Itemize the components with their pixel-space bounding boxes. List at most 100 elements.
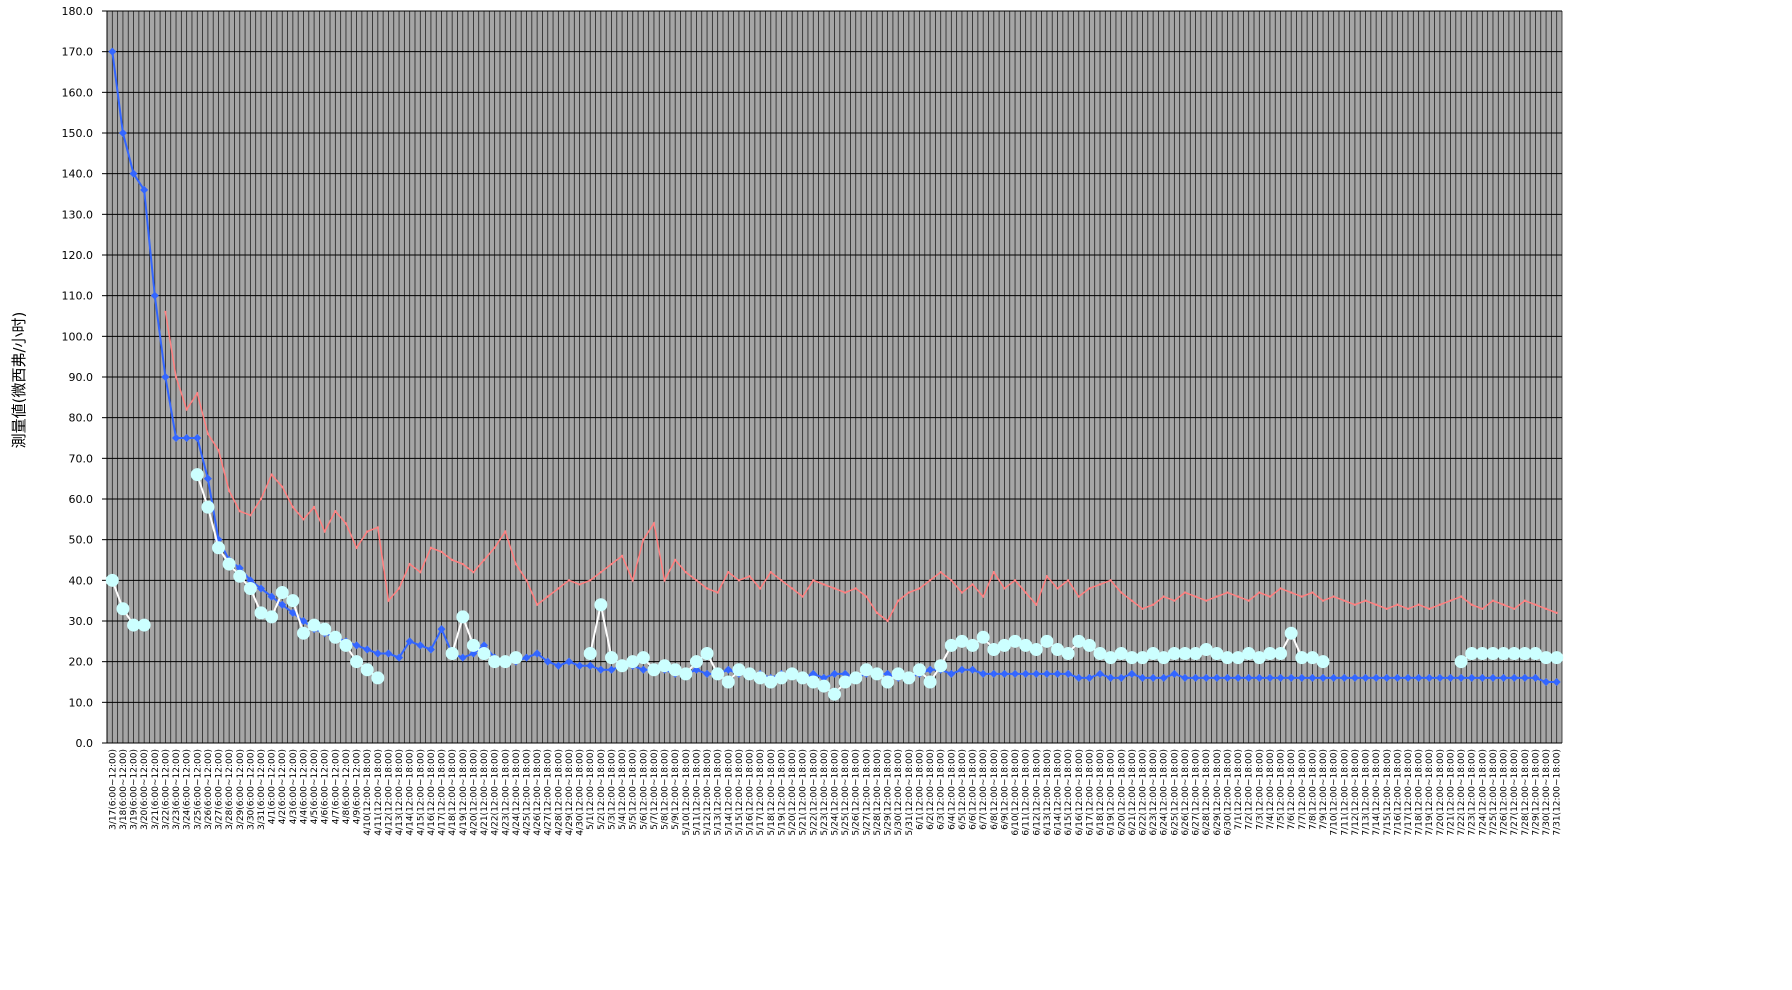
point [1396, 603, 1399, 606]
marker [307, 618, 321, 632]
marker [1488, 673, 1497, 682]
marker [1382, 673, 1391, 682]
marker [1011, 669, 1020, 678]
x-tick-label: 4/29(12:00~18:00) [565, 749, 575, 836]
point [981, 595, 985, 598]
point [610, 562, 613, 566]
x-tick-label: 7/28(12:00~18:00) [1521, 749, 1531, 836]
marker [1305, 651, 1319, 665]
x-tick-label: 4/2(6:00~12:00) [278, 749, 288, 824]
y-tick-label: 90.0 [69, 371, 94, 384]
marker [328, 630, 342, 644]
point [1523, 599, 1527, 602]
point [1364, 599, 1367, 602]
point [737, 579, 741, 582]
marker [212, 541, 226, 555]
marker [583, 647, 597, 661]
point [620, 554, 624, 558]
point [397, 587, 401, 590]
point [1428, 607, 1431, 610]
x-tick-label: 5/10(12:00~18:00) [682, 749, 692, 836]
marker [658, 659, 672, 673]
x-tick-label: 7/12(12:00~18:00) [1351, 749, 1361, 836]
x-tick-label: 4/8(6:00~12:00) [342, 749, 352, 824]
marker [1231, 651, 1245, 665]
marker [968, 665, 977, 674]
y-tick-label: 70.0 [69, 452, 94, 465]
marker [1135, 651, 1149, 665]
point [822, 583, 826, 586]
x-tick-label: 6/12(12:00~18:00) [1032, 749, 1042, 836]
marker [1550, 651, 1564, 665]
marker [129, 169, 138, 178]
marker [275, 586, 289, 600]
marker [1114, 647, 1128, 661]
x-tick-label: 5/19(12:00~18:00) [777, 749, 787, 836]
marker [912, 663, 926, 677]
marker [350, 655, 364, 669]
point [1534, 603, 1537, 606]
marker [395, 653, 404, 662]
point [1321, 599, 1325, 602]
x-tick-label: 3/30(6:00~12:00) [246, 749, 256, 830]
point [344, 522, 348, 525]
x-tick-label: 5/13(12:00~18:00) [714, 749, 724, 836]
x-tick-label: 3/20(6:00~12:00) [140, 749, 150, 830]
marker [233, 569, 247, 583]
point [291, 505, 295, 509]
point [1173, 599, 1176, 602]
point [482, 558, 486, 562]
marker [1157, 651, 1171, 665]
y-tick-label: 60.0 [69, 493, 94, 506]
marker [604, 651, 618, 665]
x-tick-label: 6/15(12:00~18:00) [1064, 749, 1074, 836]
marker [1029, 642, 1043, 656]
marker [1189, 647, 1203, 661]
marker [1361, 673, 1370, 682]
x-tick-label: 7/24(12:00~18:00) [1478, 749, 1488, 836]
marker [371, 671, 385, 685]
marker [286, 594, 300, 608]
marker [947, 669, 956, 678]
marker [533, 649, 542, 658]
marker [785, 667, 799, 681]
x-tick-label: 7/5(12:00~18:00) [1277, 749, 1287, 830]
marker [445, 647, 459, 661]
x-tick-label: 6/20(12:00~18:00) [1117, 749, 1127, 836]
marker [172, 434, 181, 442]
x-tick-label: 6/1(12:00~18:00) [915, 749, 925, 830]
marker [299, 617, 308, 625]
point [1035, 603, 1038, 606]
x-tick-label: 5/30(12:00~18:00) [894, 749, 904, 836]
marker [1467, 673, 1476, 682]
marker [817, 679, 831, 693]
x-tick-label: 7/18(12:00~18:00) [1415, 749, 1425, 836]
point [281, 485, 284, 488]
marker [203, 474, 212, 483]
x-tick-label: 5/1(12:00~18:00) [586, 749, 596, 830]
marker [997, 638, 1011, 652]
x-tick-label: 5/21(12:00~18:00) [799, 749, 809, 836]
point [1385, 607, 1388, 610]
marker [456, 610, 470, 624]
marker [586, 661, 595, 670]
point [1268, 595, 1272, 598]
marker [891, 667, 905, 681]
marker [1170, 669, 1179, 678]
x-tick-label: 5/20(12:00~18:00) [788, 749, 798, 836]
point [206, 432, 210, 436]
marker [1061, 647, 1075, 661]
point [557, 587, 560, 590]
point [270, 473, 273, 476]
point [578, 583, 581, 586]
marker [265, 610, 279, 624]
x-tick-label: 7/15(12:00~18:00) [1383, 749, 1393, 836]
marker [296, 626, 310, 640]
point [546, 595, 549, 598]
marker [1242, 647, 1256, 661]
point [323, 530, 326, 533]
x-tick-label: 5/9(12:00~18:00) [671, 749, 681, 830]
x-tick-label: 3/24(6:00~12:00) [183, 749, 193, 830]
x-tick-label: 6/28(12:00~18:00) [1202, 749, 1212, 836]
point [939, 571, 942, 574]
